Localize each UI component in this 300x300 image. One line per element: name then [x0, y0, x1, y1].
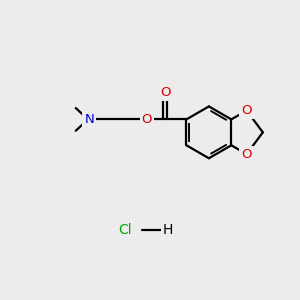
Text: O: O: [142, 113, 152, 126]
Text: H: H: [163, 223, 173, 236]
Text: O: O: [242, 104, 252, 117]
Text: N: N: [84, 113, 94, 126]
Text: O: O: [242, 148, 252, 160]
Text: Cl: Cl: [118, 223, 132, 236]
Text: O: O: [160, 86, 170, 99]
